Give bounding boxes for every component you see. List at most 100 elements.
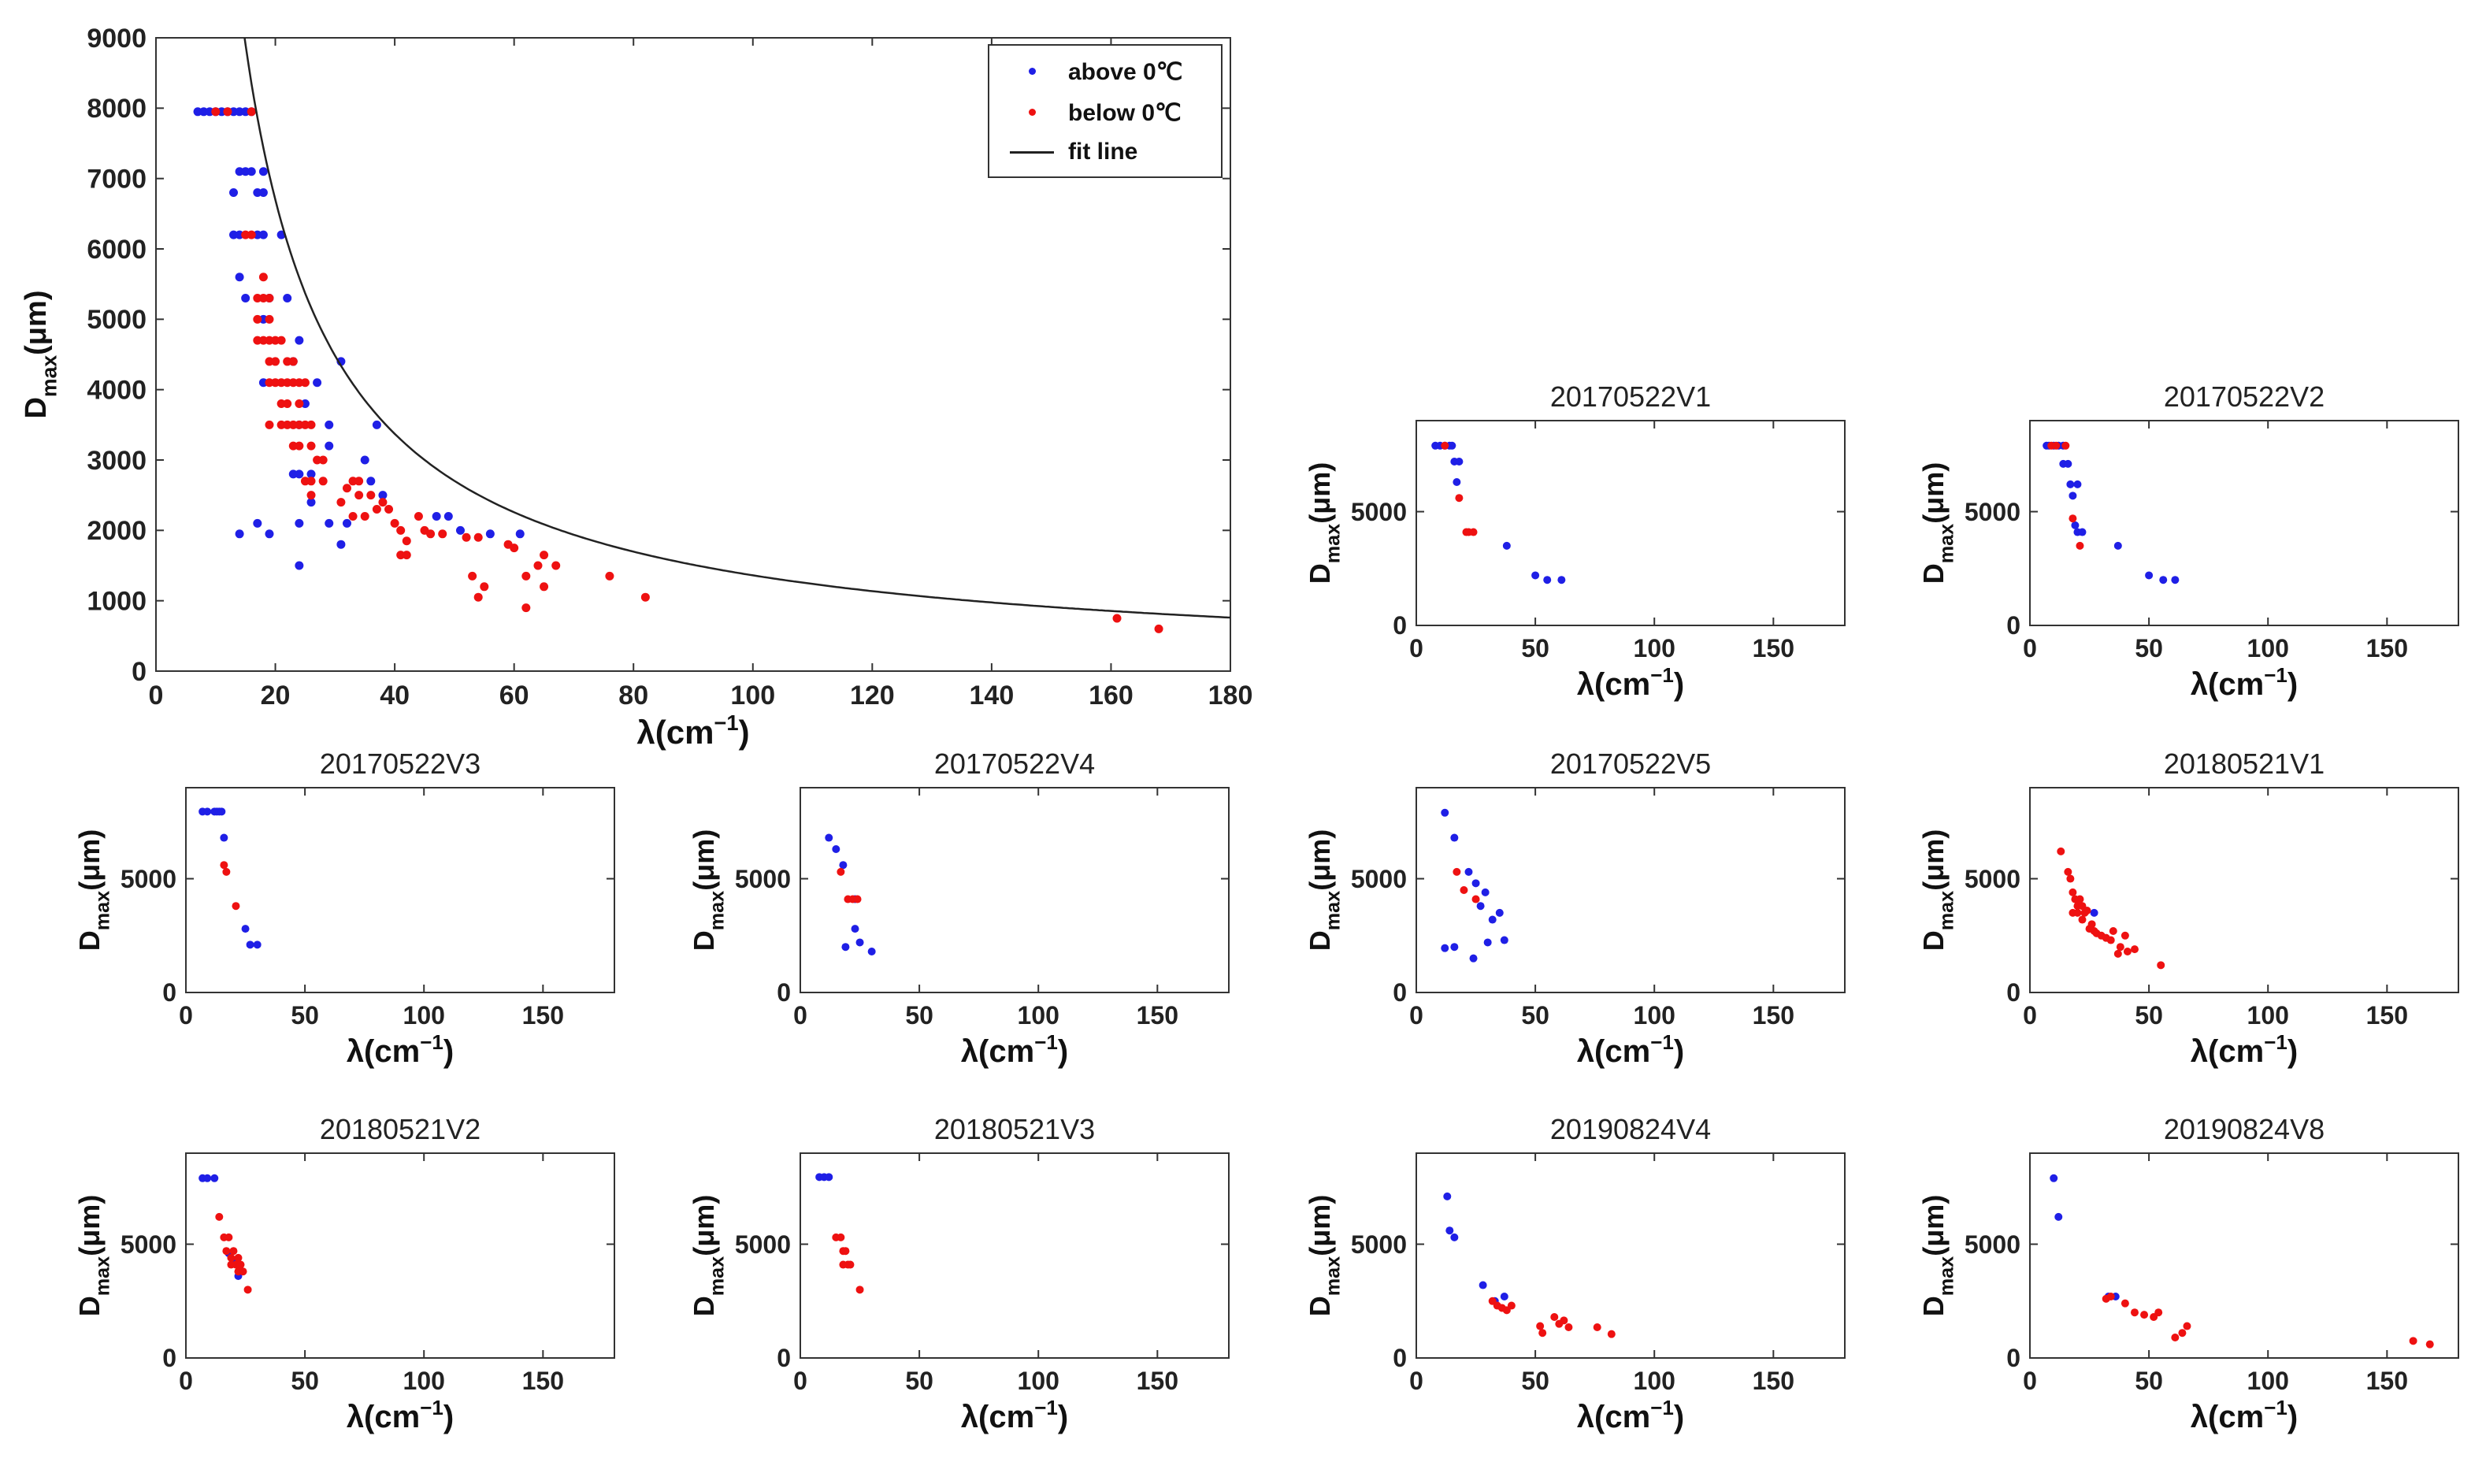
point-below <box>234 1253 243 1262</box>
point-below <box>390 518 399 528</box>
point-below <box>1460 886 1468 894</box>
point-below <box>276 336 286 345</box>
point-above <box>300 399 310 409</box>
point-below <box>1471 895 1480 903</box>
x-tick-label: 150 <box>2366 634 2408 662</box>
x-tick-label: 50 <box>1521 1367 1549 1395</box>
x-tick-label: 50 <box>1521 634 1549 662</box>
point-below <box>288 357 298 366</box>
point-below <box>271 357 280 366</box>
point-above <box>1495 908 1504 917</box>
x-axis-label-tail: ) <box>1674 667 1684 702</box>
point-above <box>325 441 334 451</box>
point-below <box>258 273 268 282</box>
point-below <box>1469 528 1478 536</box>
point-below <box>1441 441 1449 450</box>
y-tick-label: 5000 <box>87 305 147 335</box>
x-tick-label: 150 <box>1137 1367 1178 1395</box>
y-tick-label: 2000 <box>87 516 147 546</box>
x-tick-label: 0 <box>1409 1001 1423 1030</box>
point-above <box>241 107 250 117</box>
point-below <box>241 230 250 239</box>
x-tick-label: 50 <box>291 1001 319 1030</box>
chart-title: 20190824V8 <box>2164 1113 2325 1145</box>
point-above <box>1481 888 1490 896</box>
x-tick-label: 0 <box>1409 634 1423 662</box>
point-above <box>1483 938 1492 947</box>
x-tick-label: 50 <box>905 1367 933 1395</box>
point-below <box>473 532 483 542</box>
point-above <box>229 107 239 117</box>
chart-20190824V8: 0 50 100 150 0 5000 20190824V8 λ(cm−1) Dmax(μm) <box>1917 1113 2459 1434</box>
y-axis-label-sub: max <box>707 1256 729 1296</box>
plot-area <box>2029 1152 2459 1359</box>
point-below <box>2121 1299 2129 1308</box>
point-above <box>241 294 250 303</box>
x-tick-label: 150 <box>1753 634 1794 662</box>
y-tick-label: 6000 <box>87 235 147 265</box>
chart-20170522V5: 0 50 100 150 0 5000 20170522V5 λ(cm−1) Dmax(μm) <box>1304 748 1846 1069</box>
point-above <box>825 1173 833 1182</box>
point-above <box>2090 908 2098 917</box>
point-above <box>1450 1233 1459 1241</box>
y-axis-label-main: D <box>1304 930 1336 951</box>
point-below <box>2116 943 2124 952</box>
chart-title: 20170522V2 <box>2164 380 2325 413</box>
point-below <box>1453 867 1461 876</box>
point-below <box>2083 907 2091 915</box>
x-axis-label-main: λ(cm <box>347 1400 420 1434</box>
point-above <box>372 420 381 429</box>
x-axis-label-tail: ) <box>1674 1400 1684 1434</box>
point-above <box>1476 902 1485 911</box>
x-tick-label: 0 <box>149 681 164 710</box>
point-above <box>1471 879 1480 888</box>
point-below <box>366 491 376 500</box>
plot-area <box>2029 787 2459 993</box>
chart-title: 20170522V4 <box>934 748 1095 780</box>
x-tick-label: 150 <box>2366 1367 2408 1395</box>
x-tick-label: 50 <box>2135 1001 2163 1030</box>
point-above <box>283 294 292 303</box>
point-below <box>480 582 489 592</box>
x-tick-label: 20 <box>261 681 291 710</box>
y-axis-label: Dmax(μm) <box>73 1195 114 1316</box>
point-above <box>325 420 334 429</box>
point-below <box>276 420 286 429</box>
point-above <box>1464 867 1473 876</box>
y-axis-label-tail: (μm) <box>73 829 106 891</box>
point-above <box>839 861 848 870</box>
point-below <box>295 420 304 429</box>
point-below <box>462 532 471 542</box>
point-above <box>258 378 268 388</box>
point-below <box>229 1247 238 1256</box>
point-below <box>2106 1293 2115 1300</box>
x-tick-label: 150 <box>1753 1001 1794 1030</box>
y-tick-label: 0 <box>132 657 147 687</box>
x-axis-label-sup: −1 <box>1650 1396 1674 1419</box>
point-below <box>306 441 316 451</box>
chart-title: 20180521V1 <box>2164 748 2325 780</box>
y-tick-label: 3000 <box>87 446 147 476</box>
y-axis-label-main: D <box>688 1296 720 1316</box>
x-axis-label: λ(cm−1) <box>636 710 749 751</box>
point-above <box>1455 458 1464 466</box>
point-below <box>1550 1313 1559 1321</box>
legend-above-label: above 0℃ <box>1068 59 1183 85</box>
chart-20180521V1: 0 50 100 150 0 5000 20180521V1 λ(cm−1) Dmax(μm) <box>1917 748 2459 1069</box>
y-axis-label: Dmax(μm) <box>73 829 114 951</box>
x-axis-label-sup: −1 <box>420 1030 443 1054</box>
point-below <box>846 1260 855 1269</box>
point-above <box>295 518 304 528</box>
point-below <box>283 399 292 409</box>
point-above <box>306 469 316 479</box>
x-axis-label-sup: −1 <box>1034 1030 1058 1054</box>
y-axis-label-sub: max <box>37 355 61 397</box>
point-above <box>1450 833 1459 842</box>
y-tick-label: 8000 <box>87 94 147 124</box>
y-axis-label-tail: (μm) <box>20 290 53 354</box>
x-tick-label: 0 <box>793 1367 807 1395</box>
y-tick-label: 0 <box>1393 1344 1407 1372</box>
point-above <box>2071 521 2080 529</box>
point-above <box>1502 541 1511 550</box>
point-above <box>1500 1293 1508 1300</box>
